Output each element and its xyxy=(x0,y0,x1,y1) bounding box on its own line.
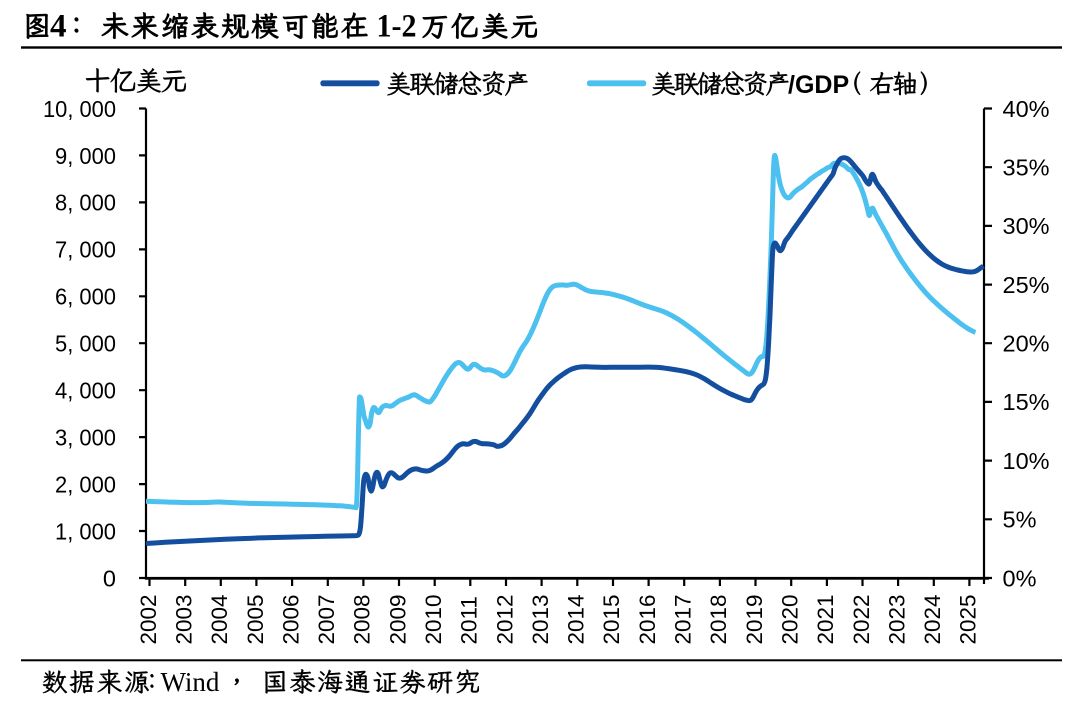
svg-text:40%: 40% xyxy=(1003,96,1050,122)
svg-text:4: 4 xyxy=(50,8,67,44)
svg-text:25%: 25% xyxy=(1003,272,1050,298)
svg-text:10%: 10% xyxy=(1003,448,1050,474)
svg-text:2023: 2023 xyxy=(884,594,909,644)
svg-text:7, 000: 7, 000 xyxy=(55,237,116,263)
svg-text:1-2: 1-2 xyxy=(377,8,417,44)
svg-text:0%: 0% xyxy=(1003,565,1037,591)
svg-text:2021: 2021 xyxy=(813,594,838,644)
svg-text:2022: 2022 xyxy=(849,594,874,644)
svg-text:2, 000: 2, 000 xyxy=(55,471,116,497)
svg-text:2014: 2014 xyxy=(564,594,589,644)
svg-text:2002: 2002 xyxy=(136,594,161,644)
svg-text:2010: 2010 xyxy=(421,594,446,644)
svg-text:5, 000: 5, 000 xyxy=(55,331,116,357)
svg-text:2009: 2009 xyxy=(385,594,410,644)
svg-text:2006: 2006 xyxy=(278,594,303,644)
svg-text:8, 000: 8, 000 xyxy=(55,190,116,216)
svg-text:1, 000: 1, 000 xyxy=(55,518,116,544)
svg-text:2019: 2019 xyxy=(742,594,767,644)
svg-text:2005: 2005 xyxy=(243,594,268,644)
svg-text:9, 000: 9, 000 xyxy=(55,143,116,169)
svg-text:4, 000: 4, 000 xyxy=(55,378,116,404)
svg-text:2012: 2012 xyxy=(492,594,517,644)
svg-text:5%: 5% xyxy=(1003,507,1037,533)
svg-text:2004: 2004 xyxy=(207,594,232,644)
svg-text:/GDP: /GDP xyxy=(788,71,849,99)
svg-text:2013: 2013 xyxy=(528,594,553,644)
svg-text:2007: 2007 xyxy=(314,594,339,644)
svg-text:35%: 35% xyxy=(1003,155,1050,181)
svg-text:20%: 20% xyxy=(1003,331,1050,357)
svg-text:2024: 2024 xyxy=(920,594,945,644)
svg-text:2003: 2003 xyxy=(172,594,197,644)
svg-text:2011: 2011 xyxy=(457,596,482,644)
svg-text:6, 000: 6, 000 xyxy=(55,284,116,310)
svg-text:3, 000: 3, 000 xyxy=(55,424,116,450)
svg-text:2016: 2016 xyxy=(635,594,660,644)
svg-text:Wind: Wind xyxy=(161,667,220,697)
svg-text:2018: 2018 xyxy=(706,594,731,644)
svg-text:30%: 30% xyxy=(1003,213,1050,239)
svg-text:2017: 2017 xyxy=(671,594,696,644)
svg-text:15%: 15% xyxy=(1003,389,1050,415)
svg-text:2008: 2008 xyxy=(350,594,375,644)
svg-text:0: 0 xyxy=(103,565,116,591)
svg-text:2025: 2025 xyxy=(956,594,981,644)
svg-text:2015: 2015 xyxy=(599,594,624,644)
svg-text:2020: 2020 xyxy=(778,594,803,644)
svg-text:10, 000: 10, 000 xyxy=(43,96,116,122)
